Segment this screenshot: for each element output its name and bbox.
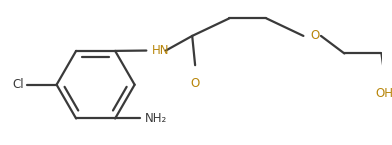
- Text: NH₂: NH₂: [144, 112, 167, 125]
- Text: HN: HN: [152, 44, 170, 57]
- Text: Cl: Cl: [13, 78, 24, 91]
- Text: O: O: [191, 77, 200, 90]
- Text: O: O: [310, 29, 320, 42]
- Text: OH: OH: [376, 87, 392, 100]
